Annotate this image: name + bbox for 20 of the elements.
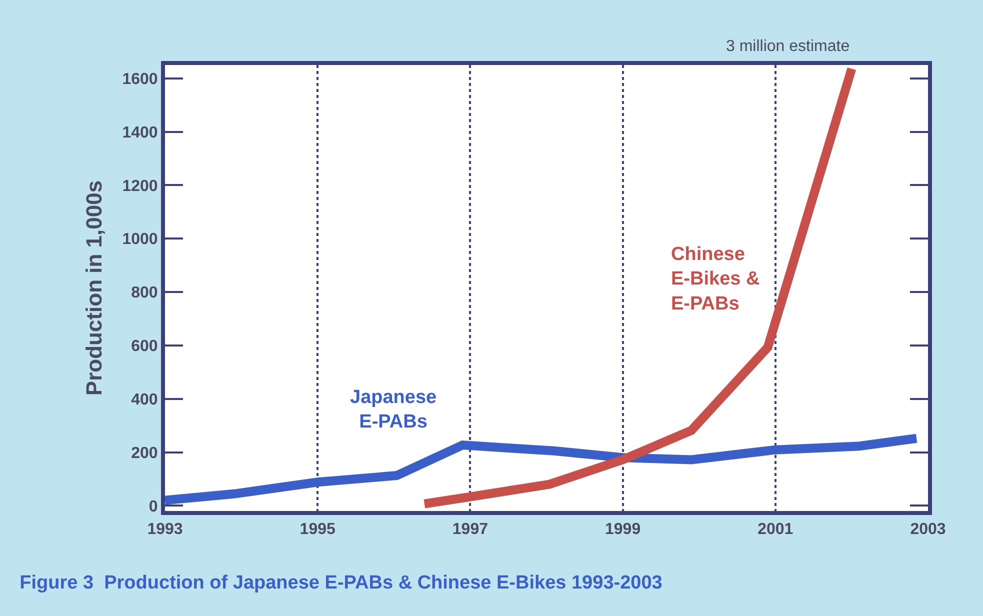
y-tick-label: 1200 — [122, 178, 158, 195]
series-label: Japanese E-PABs — [350, 387, 437, 433]
y-tick-label: 1400 — [122, 124, 158, 142]
y-tick-label: 200 — [131, 444, 158, 462]
x-tick-label: 1999 — [605, 521, 641, 538]
x-tick-label: 1993 — [147, 521, 183, 538]
x-tick-label: 2003 — [910, 521, 946, 538]
y-tick-label: 0 — [148, 498, 158, 516]
series-label: Chinese E-Bikes & E-PABs — [671, 244, 760, 314]
y-axis-title: Production in 1,000s — [82, 180, 107, 396]
y-tick-label: 600 — [131, 338, 158, 356]
x-tick-label: 2001 — [758, 521, 794, 538]
y-tick-label: 1000 — [122, 231, 158, 248]
annotation: 3 million estimate — [726, 38, 850, 55]
y-tick-label: 400 — [131, 391, 158, 408]
y-tick-label: 800 — [131, 284, 158, 302]
y-tick-label: 1600 — [122, 70, 158, 88]
x-tick-label: 1997 — [452, 521, 488, 538]
x-tick-label: 1995 — [300, 521, 336, 538]
text: Figure 3 Production of Japanese E-PABs & Chinese E-Bikes 1993-2003 — [20, 572, 662, 594]
